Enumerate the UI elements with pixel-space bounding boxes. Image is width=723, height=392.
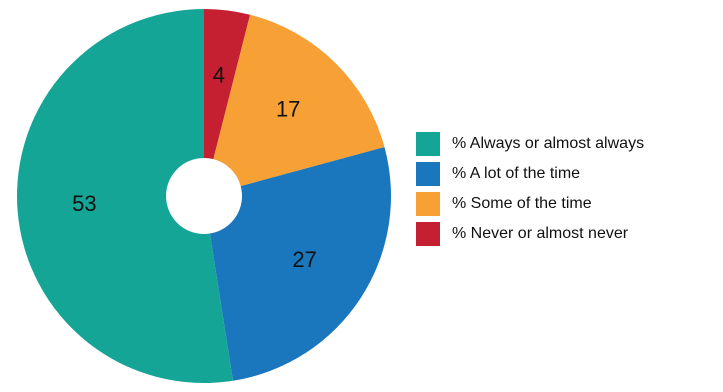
legend-swatch-a-lot — [416, 162, 440, 186]
legend-item-never: % Never or almost never — [416, 222, 644, 246]
legend-item-some: % Some of the time — [416, 192, 644, 216]
legend-label-some: % Some of the time — [452, 195, 592, 212]
slices-group — [16, 9, 391, 383]
slice-value-label-3: 53 — [72, 191, 96, 216]
legend-item-always: % Always or almost always — [416, 132, 644, 156]
legend-label-a-lot: % A lot of the time — [452, 165, 581, 182]
legend: % Always or almost always % A lot of the… — [416, 132, 644, 252]
legend-swatch-never — [416, 222, 440, 246]
legend-label-never: % Never or almost never — [452, 225, 629, 242]
slice-value-label-2: 27 — [292, 247, 316, 272]
slice-value-label-0: 4 — [213, 63, 225, 88]
legend-item-a-lot: % A lot of the time — [416, 162, 644, 186]
pie-slice-2 — [209, 147, 391, 381]
legend-label-always: % Always or almost always — [452, 135, 645, 152]
pie-slice-0 — [204, 9, 251, 160]
legend-swatch-always — [416, 132, 440, 156]
slice-value-label-1: 17 — [276, 96, 300, 121]
legend-swatch-some — [416, 192, 440, 216]
pie-slice-1 — [213, 14, 385, 187]
pie-slice-3 — [16, 9, 233, 383]
slice-labels-group: 4 17 27 53 — [72, 63, 317, 272]
